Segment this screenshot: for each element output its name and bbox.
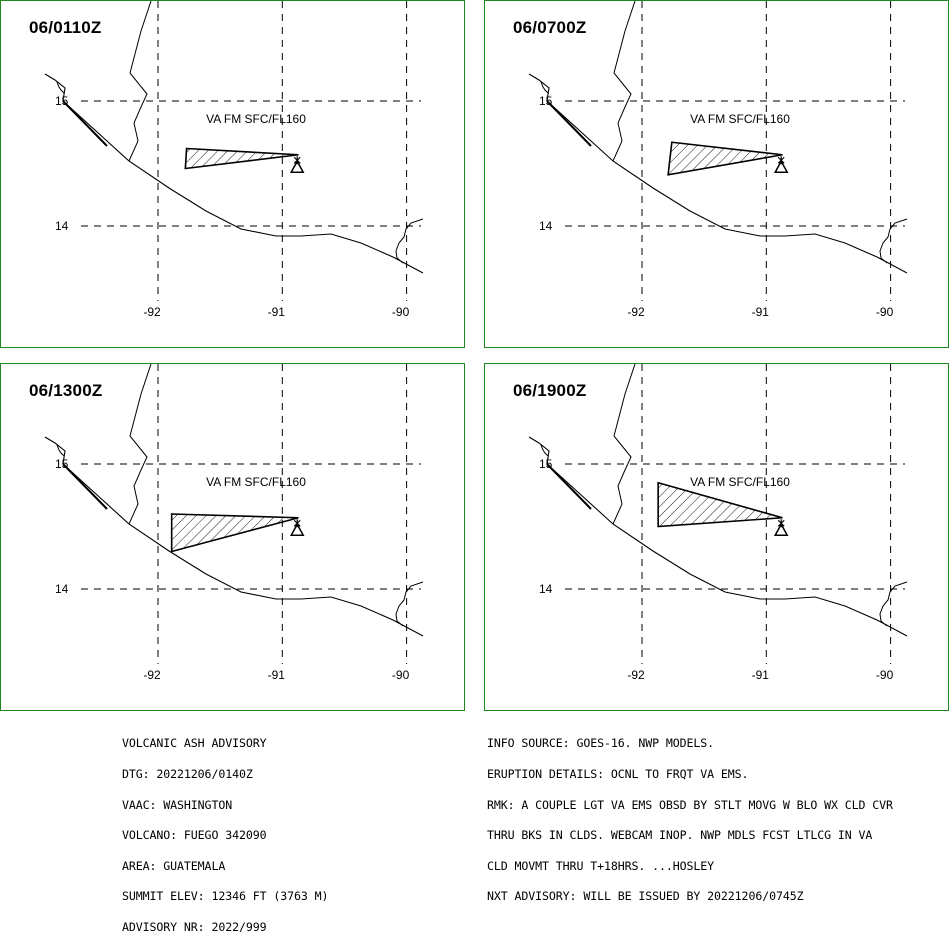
map-panel-3: VA FM SFC/FL160 -92 -91 -90 15 14 06/1300Z bbox=[0, 363, 465, 711]
longitude-label: -92 bbox=[143, 668, 161, 682]
ash-cloud-polygon bbox=[657, 481, 783, 528]
latitude-label: 15 bbox=[55, 457, 69, 471]
map-canvas: VA FM SFC/FL160 -92 -91 -90 15 14 bbox=[528, 1, 908, 319]
longitude-label: -91 bbox=[268, 305, 286, 319]
coastline-inlet bbox=[540, 81, 549, 94]
advisory-line: DTG: 20221206/0140Z bbox=[122, 767, 253, 781]
forecast-time-title: 06/0700Z bbox=[513, 18, 587, 37]
latitude-label: 15 bbox=[55, 94, 69, 108]
coastline-inlet bbox=[56, 81, 65, 94]
border-line bbox=[612, 1, 636, 162]
map-canvas: VA FM SFC/FL160 -92 -91 -90 15 14 bbox=[44, 364, 424, 682]
latitude-label: 15 bbox=[539, 94, 553, 108]
longitude-label: -90 bbox=[392, 668, 410, 682]
ash-altitude-label: VA FM SFC/FL160 bbox=[690, 475, 790, 489]
advisory-line: VOLCANO: FUEGO 342090 bbox=[122, 828, 267, 843]
longitude-label: -91 bbox=[752, 668, 770, 682]
coastline-segment bbox=[62, 463, 108, 510]
coastline-head bbox=[44, 73, 66, 102]
border-line bbox=[612, 364, 636, 525]
border-line bbox=[879, 581, 908, 627]
longitude-label: -92 bbox=[143, 305, 161, 319]
forecast-time-title: 06/0110Z bbox=[29, 18, 102, 37]
ash-altitude-label: VA FM SFC/FL160 bbox=[206, 112, 306, 126]
coastline-segment bbox=[546, 463, 592, 510]
longitude-label: -90 bbox=[876, 668, 894, 682]
map-canvas: VA FM SFC/FL160 -92 -91 -90 15 14 bbox=[44, 1, 424, 319]
coastline-inlet bbox=[56, 444, 65, 457]
longitude-label: -90 bbox=[876, 305, 894, 319]
volcano-triangle-icon bbox=[773, 156, 789, 173]
advisory-text-right: INFO SOURCE: GOES-16. NWP MODELS. ERUPTI… bbox=[487, 718, 893, 912]
advisory-line: THRU BKS IN CLDS. WEBCAM INOP. NWP MDLS … bbox=[487, 828, 873, 843]
map-panel-2: VA FM SFC/FL160 -92 -91 -90 15 14 06/0700Z bbox=[484, 0, 949, 348]
advisory-line: SUMMIT ELEV: 12346 FT (3763 M) bbox=[122, 889, 329, 904]
coastline-inlet bbox=[540, 444, 549, 457]
ash-altitude-label: VA FM SFC/FL160 bbox=[206, 475, 306, 489]
longitude-label: -91 bbox=[268, 668, 286, 682]
volcano-triangle-icon bbox=[773, 519, 789, 536]
advisory-line: CLD MOVMT THRU T+18HRS. ...HOSLEY bbox=[487, 858, 715, 873]
latitude-label: 14 bbox=[55, 219, 69, 233]
latitude-label: 14 bbox=[55, 582, 69, 596]
advisory-line: INFO SOURCE: GOES-16. NWP MODELS. bbox=[487, 736, 715, 751]
advisory-line: RMK: A COUPLE LGT VA EMS OBSD BY STLT MO… bbox=[487, 797, 893, 812]
coastline-head bbox=[528, 436, 550, 465]
longitude-label: -90 bbox=[392, 305, 410, 319]
border-line bbox=[128, 364, 152, 525]
border-line bbox=[395, 581, 424, 627]
map-canvas: VA FM SFC/FL160 -92 -91 -90 15 14 bbox=[528, 364, 908, 682]
volcano-triangle-icon bbox=[289, 519, 305, 536]
coastline bbox=[546, 463, 908, 637]
ash-cloud-polygon bbox=[667, 141, 783, 176]
coastline bbox=[62, 463, 424, 637]
advisory-line: NXT ADVISORY: WILL BE ISSUED BY 20221206… bbox=[487, 889, 804, 904]
coastline-head bbox=[44, 436, 66, 465]
coastline bbox=[546, 100, 908, 274]
map-panel-1: VA FM SFC/FL160 -92 -91 -90 15 14 06/0110Z bbox=[0, 0, 465, 348]
coastline-segment bbox=[546, 100, 592, 147]
map-panel-4: VA FM SFC/FL160 -92 -91 -90 15 14 06/1900Z bbox=[484, 363, 949, 711]
ash-altitude-label: VA FM SFC/FL160 bbox=[690, 112, 790, 126]
longitude-label: -91 bbox=[752, 305, 770, 319]
latitude-label: 15 bbox=[539, 457, 553, 471]
advisory-line: ERUPTION DETAILS: OCNL TO FRQT VA EMS. bbox=[487, 767, 749, 781]
ash-cloud-polygon bbox=[184, 147, 299, 170]
border-line bbox=[395, 218, 424, 264]
coastline-segment bbox=[62, 100, 108, 147]
ash-cloud-polygon bbox=[170, 513, 299, 553]
advisory-line: VOLCANIC ASH ADVISORY bbox=[122, 736, 267, 751]
longitude-label: -92 bbox=[627, 668, 645, 682]
advisory-line: VAAC: WASHINGTON bbox=[122, 797, 233, 812]
advisory-line: ADVISORY NR: 2022/999 bbox=[122, 919, 267, 934]
longitude-label: -92 bbox=[627, 305, 645, 319]
latitude-label: 14 bbox=[539, 219, 553, 233]
volcano-triangle-icon bbox=[289, 156, 305, 173]
advisory-text-left: VOLCANIC ASH ADVISORY DTG: 20221206/0140… bbox=[122, 718, 329, 942]
forecast-time-title: 06/1300Z bbox=[29, 381, 103, 400]
forecast-time-title: 06/1900Z bbox=[513, 381, 587, 400]
coastline bbox=[62, 100, 424, 274]
border-line bbox=[879, 218, 908, 264]
advisory-line: AREA: GUATEMALA bbox=[122, 858, 226, 873]
latitude-label: 14 bbox=[539, 582, 553, 596]
border-line bbox=[128, 1, 152, 162]
coastline-head bbox=[528, 73, 550, 102]
